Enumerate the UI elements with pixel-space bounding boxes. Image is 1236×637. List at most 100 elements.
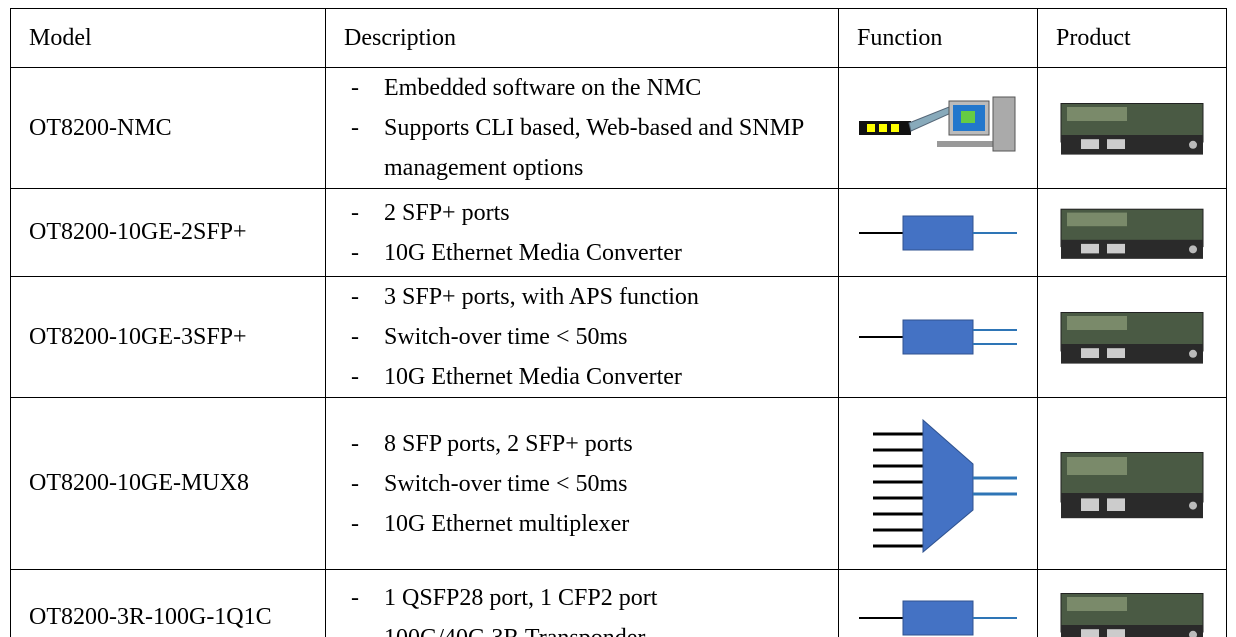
graphic (1081, 348, 1099, 358)
graphic (1060, 312, 1204, 364)
header-cell: Function (838, 8, 1038, 68)
graphic (1107, 497, 1125, 511)
description-item: -2 SFP+ ports (327, 193, 838, 233)
graphic (922, 418, 974, 553)
graphic (937, 141, 993, 147)
description-list: -1 QSFP28 port, 1 CFP2 port-100G/40G 3R … (327, 578, 838, 637)
graphic (1107, 139, 1125, 149)
description-cell: -3 SFP+ ports, with APS function - Switch-… (325, 276, 839, 398)
table-row: OT8200-NMC - Embedded software on the NMC -… (10, 67, 1227, 189)
table-row: OT8200-10GE-2SFP+ -2 SFP+ ports -10G Ether… (10, 188, 1227, 277)
description-text: Switch-over time < 50ms (384, 324, 628, 350)
description-item: -1 QSFP28 port, 1 CFP2 port (327, 578, 838, 618)
description-item: - Switch-over time < 50ms (327, 317, 838, 357)
graphic (891, 124, 899, 132)
description-text: Switch-over time < 50ms (384, 470, 628, 497)
description-text: 2 SFP+ ports (384, 199, 510, 226)
model-cell: OT8200-10GE-3SFP+ (10, 276, 326, 398)
graphic (1060, 451, 1204, 518)
graphic (1067, 456, 1127, 475)
graphic (1060, 208, 1204, 259)
description-item: -10G Ethernet Media Converter (327, 357, 838, 397)
graphic (859, 319, 1017, 355)
graphic (1189, 140, 1197, 149)
graphic (1060, 592, 1204, 637)
graphic (1081, 497, 1099, 511)
graphic (1081, 628, 1099, 637)
graphic (859, 600, 1017, 635)
description-item: -100G/40G 3R Transponder (327, 618, 838, 637)
description-cell: -8 SFP ports, 2 SFP+ ports - Switch-over t… (325, 397, 839, 570)
graphic (1081, 243, 1099, 253)
graphic (873, 418, 1017, 553)
description-text: 100G/40G 3R Transponder (384, 618, 838, 637)
description-text: 3 SFP+ ports, with APS function (384, 284, 699, 310)
graphic (902, 319, 974, 355)
graphic (879, 124, 887, 132)
product-image (1037, 188, 1227, 277)
bullet: - (327, 618, 385, 637)
graphic (1189, 244, 1197, 253)
graphic (1081, 139, 1099, 149)
bullet: - (351, 239, 359, 266)
description-item: - Switch-over time < 50ms (327, 464, 838, 504)
description-list: - Embedded software on the NMC - Supports C… (327, 69, 838, 188)
description-item: - Supports CLI based, Web-based and SNMP … (327, 108, 838, 188)
graphic (1189, 501, 1197, 510)
graphic (873, 432, 923, 547)
bullet: - (351, 324, 359, 350)
product-table: Model Description Function Product OT8200-N… (10, 8, 1227, 637)
model-cell: OT8200-10GE-2SFP+ (10, 188, 326, 277)
bullet: - (351, 364, 359, 390)
graphic (1060, 103, 1204, 155)
description-text: 8 SFP ports, 2 SFP+ ports (384, 430, 633, 457)
bullet: - (351, 284, 359, 310)
model-cell: OT8200-10GE-MUX8 (10, 397, 326, 570)
description-cell: -1 QSFP28 port, 1 CFP2 port-100G/40G 3R … (325, 569, 839, 637)
description-list: -2 SFP+ ports -10G Ethernet Media Convert… (327, 193, 838, 273)
graphic (1107, 348, 1125, 358)
description-text: 1 QSFP28 port, 1 CFP2 port (384, 584, 658, 611)
table-row: OT8200-10GE-3SFP+ -3 SFP+ ports, with APS… (10, 276, 1227, 398)
product-image (1037, 569, 1227, 637)
graphic (902, 215, 974, 250)
bullet: - (351, 430, 359, 457)
table-row: OT8200-10GE-MUX8-8 SFP ports, 2 SFP+ por… (10, 397, 1227, 570)
description-text: 10G Ethernet Media Converter (384, 364, 682, 390)
graphic (902, 600, 974, 635)
graphic (1189, 630, 1197, 637)
description-cell: - Embedded software on the NMC - Supports C… (325, 67, 839, 189)
description-text: 10G Ethernet multiplexer (384, 510, 630, 537)
model-cell: OT8200-NMC (10, 67, 326, 189)
product-image (1037, 276, 1227, 398)
graphic (1107, 628, 1125, 637)
bullet: - (351, 470, 359, 497)
product-image (1037, 397, 1227, 570)
description-item: -10G Ethernet multiplexer (327, 504, 838, 544)
description-list: -3 SFP+ ports, with APS function - Switch-… (327, 278, 838, 397)
function-diagram (838, 276, 1038, 398)
bullet: - (351, 199, 359, 226)
graphic (1107, 243, 1125, 253)
graphic (961, 111, 975, 123)
graphic (908, 106, 952, 132)
description-item: - Embedded software on the NMC (327, 69, 838, 109)
function-diagram (838, 188, 1038, 277)
description-item: -10G Ethernet Media Converter (327, 233, 838, 273)
bullet: - (351, 115, 359, 141)
function-diagram (838, 397, 1038, 570)
graphic (1189, 349, 1197, 358)
bullet: - (351, 510, 359, 537)
product-image (1037, 67, 1227, 189)
description-cell: -2 SFP+ ports -10G Ethernet Media Convert… (325, 188, 839, 277)
model-cell: OT8200-3R-100G-1Q1C (10, 569, 326, 637)
header-cell: Description (325, 8, 839, 68)
header-cell: Product (1037, 8, 1227, 68)
description-item: -3 SFP+ ports, with APS function (327, 278, 838, 318)
header-row: Model Description Function Product (10, 8, 1227, 68)
graphic (992, 96, 1016, 152)
graphic (1067, 596, 1127, 611)
bullet: - (351, 584, 359, 611)
description-text: 10G Ethernet Media Converter (384, 239, 682, 266)
graphic (1067, 316, 1127, 330)
